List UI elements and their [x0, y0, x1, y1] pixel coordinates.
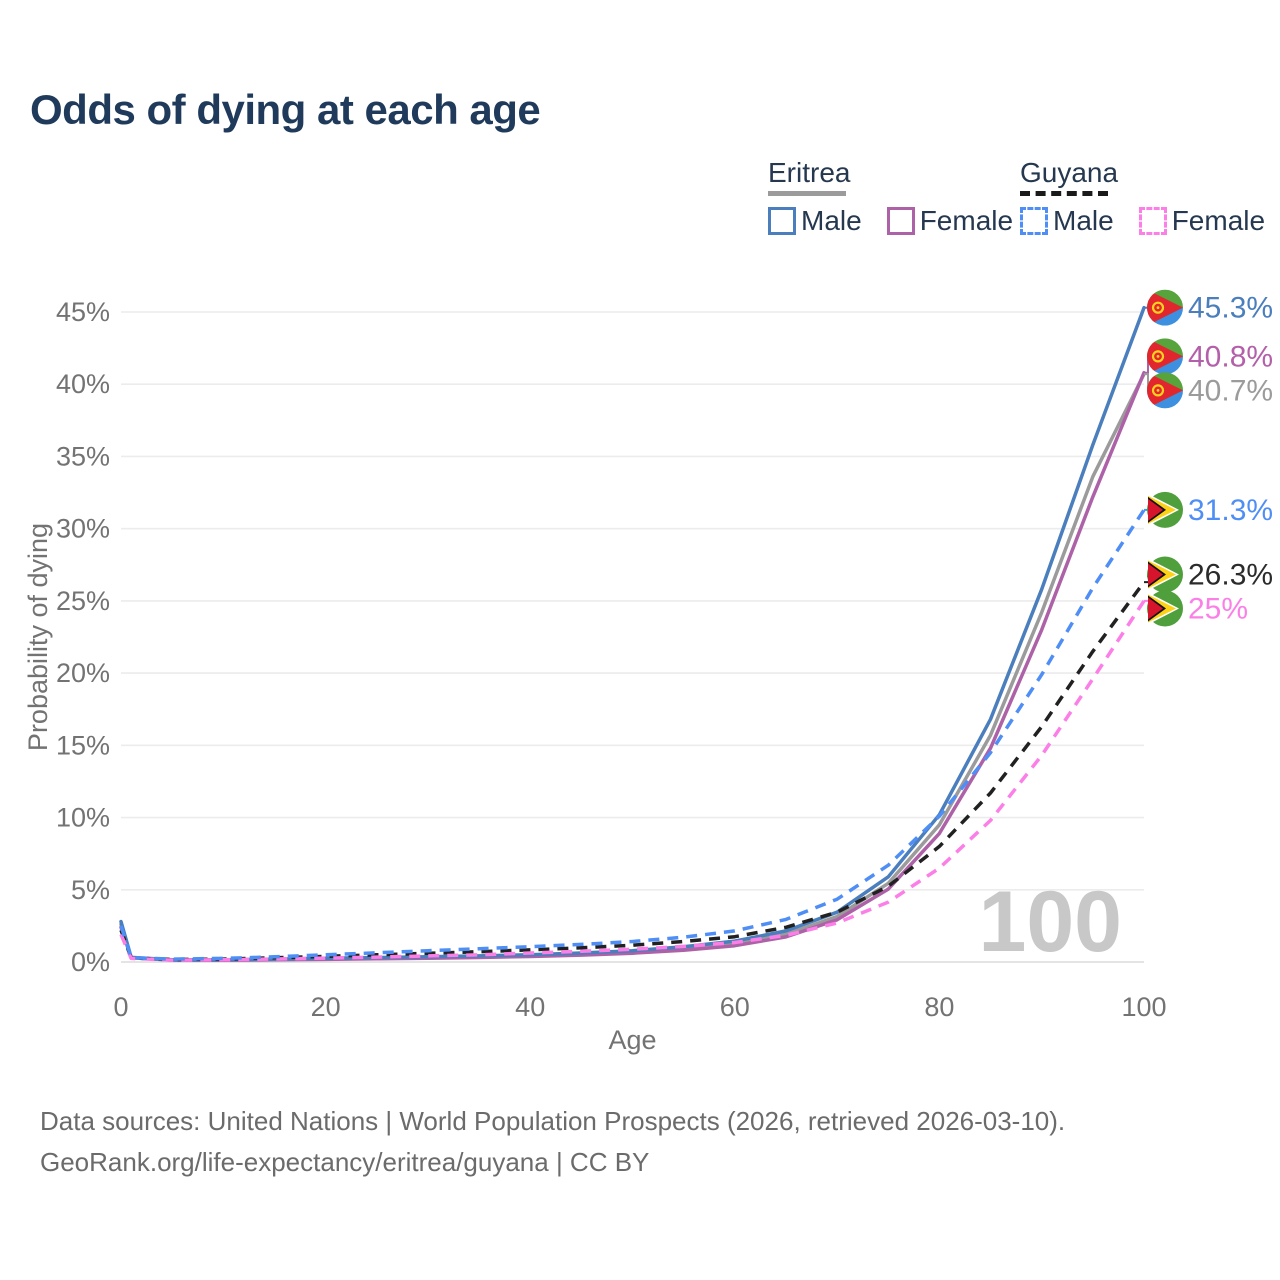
x-tick-label: 100 [1121, 992, 1166, 1022]
eritrea-flag-icon [1147, 289, 1183, 326]
eritrea-line-style-swatch [768, 191, 846, 196]
legend-item-eritrea-male[interactable]: Male [768, 205, 862, 237]
series-line-guyana-total[interactable] [119, 581, 1146, 962]
guyana-flag-icon [1147, 556, 1183, 593]
legend-item-guyana-female[interactable]: Female [1138, 205, 1266, 237]
series-line-guyana-female[interactable] [119, 599, 1146, 962]
attribution-link-text: GeoRank.org/life-expectancy/eritrea/guya… [40, 1147, 650, 1177]
footer: Data sources: United Nations | World Pop… [40, 1101, 1065, 1183]
y-tick-label: 10% [56, 803, 110, 833]
y-tick-label: 0% [71, 947, 110, 977]
data-sources-text: Data sources: United Nations | World Pop… [40, 1106, 1066, 1136]
legend-header-eritrea: Eritrea [768, 157, 851, 188]
y-tick-label: 25% [56, 586, 110, 616]
end-label-guyana-female: 25% [1188, 593, 1248, 626]
y-tick-label: 20% [56, 658, 110, 688]
end-label-guyana-male: 31.3% [1188, 494, 1273, 527]
legend-item-label: Male [1053, 205, 1114, 236]
legend-item-guyana-male[interactable]: Male [1020, 205, 1114, 237]
guyana-line-style-swatch [1020, 191, 1108, 196]
eritrea-male-swatch-icon[interactable] [768, 207, 796, 235]
eritrea-female-swatch-icon[interactable] [886, 207, 915, 235]
legend-item-label: Female [1171, 205, 1266, 236]
hover-age-watermark: 100 [979, 874, 1123, 970]
y-tick-label: 40% [56, 369, 110, 399]
x-tick-label: 80 [924, 992, 954, 1022]
x-tick-label: 60 [720, 992, 750, 1022]
y-tick-label: 45% [56, 297, 110, 327]
series-line-eritrea-female[interactable] [119, 370, 1146, 963]
y-tick-label: 5% [71, 875, 110, 905]
x-tick-label: 20 [311, 992, 341, 1022]
guyana-flag-icon [1147, 590, 1183, 627]
guyana-female-swatch-icon[interactable] [1138, 207, 1167, 235]
eritrea-flag-icon [1147, 338, 1183, 375]
end-label-guyana-total: 26.3% [1188, 559, 1273, 592]
x-tick-label: 0 [113, 992, 128, 1022]
series-line-eritrea-total[interactable] [119, 372, 1146, 962]
legend-header-guyana: Guyana [1020, 157, 1119, 188]
y-axis-title: Probability of dying [23, 523, 53, 751]
end-label-eritrea-female: 40.8% [1188, 340, 1273, 373]
legend-item-eritrea-female[interactable]: Female [886, 205, 1014, 237]
end-label-eritrea-male: 45.3% [1188, 292, 1273, 325]
legend-item-label: Female [919, 205, 1014, 236]
eritrea-flag-icon [1147, 372, 1183, 409]
legend-group-guyana: Guyana Male Female [1020, 158, 1265, 237]
legend-item-label: Male [801, 205, 862, 236]
x-tick-label: 40 [515, 992, 545, 1022]
y-tick-label: 30% [56, 514, 110, 544]
end-label-eritrea-total: 40.7% [1188, 374, 1273, 407]
guyana-flag-icon [1147, 491, 1183, 528]
guyana-male-swatch-icon[interactable] [1020, 207, 1048, 235]
series-line-guyana-male[interactable] [119, 508, 1146, 961]
legend-group-eritrea: Eritrea Male Female [768, 158, 1013, 237]
y-tick-label: 35% [56, 441, 110, 471]
series-line-eritrea-male[interactable] [119, 305, 1146, 962]
x-axis-title: Age [608, 1025, 656, 1055]
page-title: Odds of dying at each age [30, 86, 541, 133]
y-tick-label: 15% [56, 730, 110, 760]
